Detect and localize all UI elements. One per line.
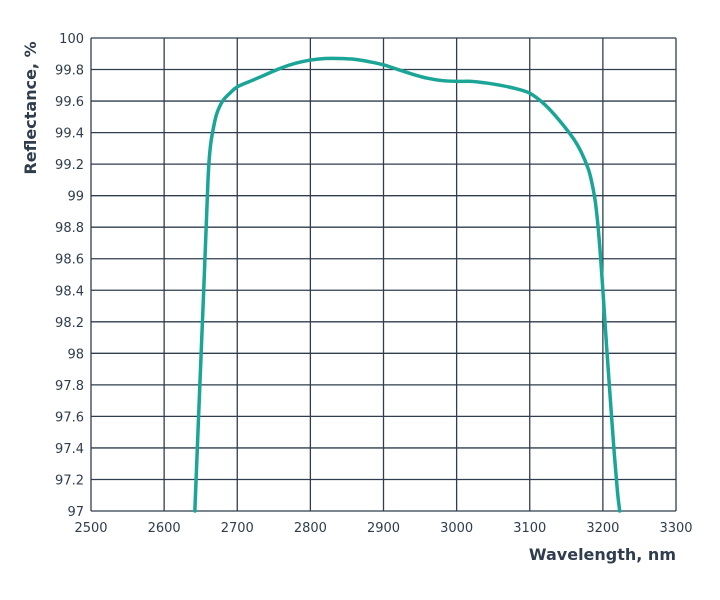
y-tick-label: 99	[67, 190, 84, 205]
y-tick-label: 99.4	[55, 127, 84, 142]
x-tick-label: 2700	[221, 521, 254, 536]
y-tick-label: 98.6	[55, 253, 84, 268]
x-tick-label: 2800	[294, 521, 327, 536]
y-tick-label: 98.8	[55, 221, 84, 236]
y-tick-label: 99.8	[55, 64, 84, 79]
y-tick-label: 97.4	[55, 442, 84, 457]
x-tick-label: 2600	[148, 521, 181, 536]
y-tick-label: 98	[67, 347, 84, 362]
y-tick-label: 97.6	[55, 410, 84, 425]
y-tick-label: 97.2	[55, 473, 84, 488]
y-tick-label: 99.2	[55, 158, 84, 173]
grid	[90, 37, 677, 512]
y-tick-labels: 97 97.2 97.4 97.6 97.8 98 98.2 98.4 98.6 98.8 99 99…	[55, 32, 84, 520]
y-tick-label: 97	[67, 505, 84, 520]
x-tick-label: 2900	[367, 521, 400, 536]
y-tick-label: 97.8	[55, 379, 84, 394]
x-tick-label: 3000	[440, 521, 473, 536]
x-tick-label: 3100	[513, 521, 546, 536]
reflectance-series-line	[193, 56, 622, 513]
series-group	[193, 56, 622, 513]
x-axis-title: Wavelength, nm	[529, 545, 676, 564]
y-tick-label: 100	[59, 32, 84, 47]
y-tick-label: 98.4	[55, 284, 84, 299]
y-tick-label: 98.2	[55, 316, 84, 331]
x-tick-label: 2500	[74, 521, 107, 536]
y-tick-label: 99.6	[55, 95, 84, 110]
x-tick-label: 3200	[586, 521, 619, 536]
x-tick-labels: 2500 2600 2700 2800 2900 3000 3100 3200 3300	[74, 521, 692, 536]
x-tick-label: 3300	[659, 521, 692, 536]
y-axis-title: Reflectance, %	[21, 41, 40, 174]
